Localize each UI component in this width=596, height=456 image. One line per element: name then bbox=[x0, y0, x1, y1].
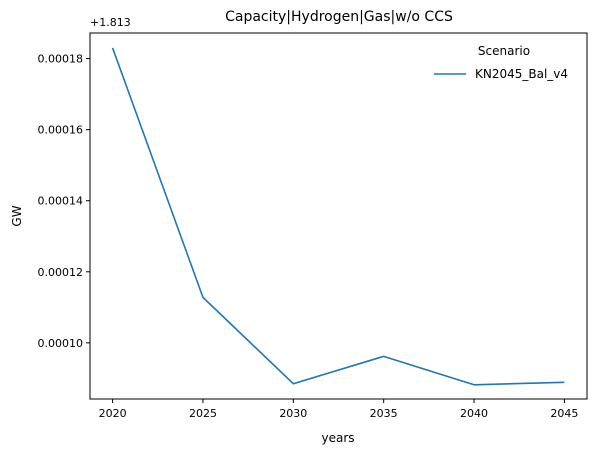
x-ticks: 2020 2025 2030 2035 2040 2045 bbox=[99, 399, 578, 420]
legend: Scenario KN2045_Bal_v4 bbox=[434, 44, 568, 81]
series-group bbox=[111, 47, 565, 386]
x-tick-label: 2045 bbox=[550, 407, 578, 420]
x-tick-label: 2030 bbox=[279, 407, 307, 420]
series-line bbox=[111, 47, 565, 386]
x-axis-label: years bbox=[321, 431, 354, 445]
x-tick-label: 2035 bbox=[370, 407, 398, 420]
y-offset-label: +1.813 bbox=[90, 16, 131, 29]
y-axis-label: GW bbox=[10, 205, 24, 226]
x-tick-label: 2040 bbox=[460, 407, 488, 420]
plot-area: 2020 2025 2030 2035 2040 2045 0.000100.000120… bbox=[38, 32, 588, 420]
y-tick-label: 0.00014 bbox=[38, 195, 84, 208]
chart-title: Capacity|Hydrogen|Gas|w/o CCS bbox=[225, 9, 453, 25]
y-tick-label: 0.00018 bbox=[38, 53, 84, 66]
x-tick-label: 2020 bbox=[99, 407, 127, 420]
y-tick-label: 0.00016 bbox=[38, 124, 84, 137]
y-tick-label: 0.00012 bbox=[38, 266, 84, 279]
legend-title: Scenario bbox=[478, 44, 530, 58]
legend-entry-kn2045-bal-v4: KN2045_Bal_v4 bbox=[475, 67, 568, 81]
y-tick-label: 0.00010 bbox=[38, 337, 84, 350]
plot-frame bbox=[89, 32, 588, 400]
y-ticks: 0.00010 0.00012 0.00014 0.00016 0.00018 bbox=[38, 53, 90, 350]
x-tick-label: 2025 bbox=[189, 407, 217, 420]
